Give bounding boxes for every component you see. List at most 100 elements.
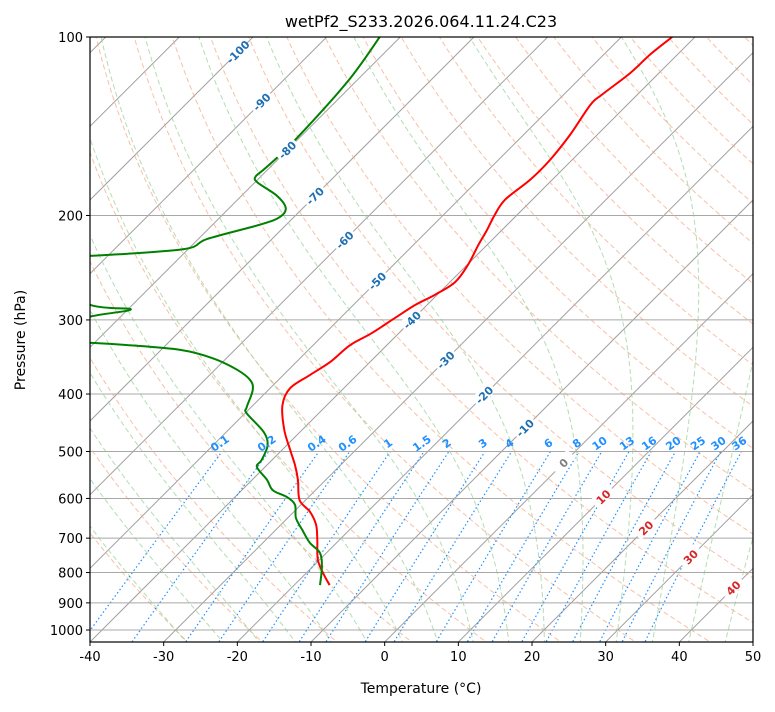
y-tick-label: 400	[58, 388, 83, 403]
mixing-ratio-label: 16	[639, 434, 659, 454]
dry-adiabat-line	[90, 446, 264, 642]
dry-adiabat-line	[171, 37, 712, 642]
label-background	[301, 182, 328, 209]
y-tick-label: 700	[58, 532, 83, 547]
x-tick-label: 20	[524, 650, 541, 665]
dry-adiabat-line	[515, 37, 753, 285]
x-tick-label: -20	[227, 650, 248, 665]
mixing-ratio-line	[393, 451, 513, 642]
temperature-profile-line	[281, 37, 673, 586]
isotherm-line	[383, 272, 753, 642]
mixing-ratio-line	[644, 451, 742, 642]
background-lines	[90, 37, 753, 642]
dry-adiabat-line	[133, 37, 637, 642]
mixing-ratio-label: 20	[663, 434, 683, 454]
mixing-ratio-label: 2	[440, 436, 454, 451]
mixing-ratio-line	[325, 451, 450, 642]
moist-adiabat-line	[620, 37, 700, 642]
moist-adiabat-line	[90, 136, 403, 642]
isotherm-line	[90, 37, 475, 422]
y-tick-label: 1000	[50, 624, 83, 639]
label-background	[550, 449, 576, 476]
y-axis: 100 200 300 400 500 600 700 800 900 1000	[50, 31, 90, 639]
y-tick-label: 500	[58, 445, 83, 460]
label-background	[632, 514, 659, 541]
pressure-gridlines	[90, 215, 753, 631]
dry-adiabat-line	[90, 260, 413, 642]
moist-adiabat-line	[90, 477, 224, 642]
mixing-ratio-label: 6	[542, 436, 556, 451]
isotherm-line	[90, 37, 328, 275]
dry-adiabat-line	[705, 37, 753, 86]
mixing-ratio-line	[90, 451, 223, 632]
mixing-ratio-label: 30	[709, 434, 729, 454]
mixing-ratio-line	[184, 451, 320, 642]
moist-adiabat-line	[266, 37, 545, 642]
label-background	[363, 267, 390, 294]
mixing-ratio-label: 36	[729, 434, 749, 454]
mixing-ratio-line	[298, 451, 425, 642]
label-background	[511, 414, 538, 441]
moist-adiabat-line	[353, 37, 584, 642]
sounding-curves	[90, 37, 673, 586]
isotherm-line	[90, 37, 254, 201]
moist-adiabat-line	[100, 37, 439, 642]
x-tick-label: 10	[450, 650, 467, 665]
moist-adiabat-line	[90, 427, 260, 642]
dry-adiabat-line	[286, 37, 753, 535]
label-background	[398, 306, 425, 333]
isotherm-line	[90, 37, 402, 349]
mixing-ratio-line	[364, 451, 486, 642]
dry-adiabat-line	[90, 150, 488, 642]
dry-adiabat-line	[90, 356, 338, 642]
mixing-ratio-line	[466, 451, 580, 642]
x-axis: -40 -30 -20 -10 0 10 20 30 40 50	[79, 642, 761, 665]
label-background	[677, 543, 703, 570]
y-tick-label: 600	[58, 492, 83, 507]
y-tick-label: 800	[58, 567, 83, 582]
mixing-ratio-label: 13	[617, 434, 637, 453]
mixing-ratio-line	[131, 451, 270, 642]
label-background	[331, 226, 357, 253]
moist-adiabat-line	[90, 308, 332, 642]
mixing-ratio-label: 3	[476, 436, 490, 451]
plot-frame	[89, 36, 754, 643]
isotherm-line	[310, 199, 753, 642]
x-tick-label: 50	[745, 650, 762, 665]
mixing-ratio-label: 1	[381, 436, 395, 451]
x-axis-label: Temperature (°C)	[360, 681, 482, 697]
dewpoint-profile-line	[90, 37, 381, 586]
mixing-ratio-line	[491, 451, 603, 642]
x-tick-label: 0	[381, 650, 389, 665]
mixing-ratio-line	[598, 451, 701, 642]
mixing-ratio-label: 8	[570, 436, 584, 451]
moist-adiabat-line	[144, 37, 474, 642]
isotherm-line	[604, 493, 753, 642]
isotherm-line	[457, 346, 753, 642]
mixing-ratio-line	[218, 451, 351, 642]
x-tick-label: -10	[300, 650, 321, 665]
dry-adiabat-line	[324, 37, 753, 492]
y-tick-label: 100	[58, 31, 83, 46]
isotherm-line	[90, 37, 696, 642]
dry-adiabat-line	[95, 37, 562, 642]
y-tick-label: 200	[58, 210, 83, 225]
moist-adiabat-line	[198, 37, 510, 642]
isotherm-line	[531, 420, 753, 642]
isotherm-line	[752, 641, 753, 642]
mixing-ratio-line	[261, 451, 391, 642]
isotherm-line	[90, 37, 623, 570]
dry-adiabat-line	[248, 37, 753, 579]
isotherm-line	[162, 51, 753, 642]
label-background	[432, 346, 458, 373]
y-tick-label: 900	[58, 597, 83, 612]
moist-adiabat-line	[468, 37, 634, 642]
mixing-ratio-line	[571, 451, 677, 642]
x-tick-label: -30	[153, 650, 174, 665]
mixing-ratio-label: 25	[688, 434, 708, 453]
moist-adiabat-line	[90, 371, 296, 642]
label-background	[248, 88, 274, 115]
y-tick-label: 300	[58, 314, 83, 329]
dry-adiabat-line	[400, 37, 753, 408]
